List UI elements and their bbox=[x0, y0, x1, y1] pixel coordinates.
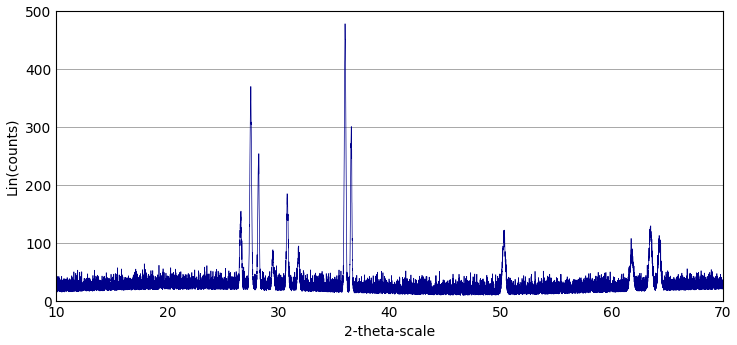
X-axis label: 2-theta-scale: 2-theta-scale bbox=[344, 325, 435, 339]
Y-axis label: Lin(counts): Lin(counts) bbox=[6, 117, 20, 195]
